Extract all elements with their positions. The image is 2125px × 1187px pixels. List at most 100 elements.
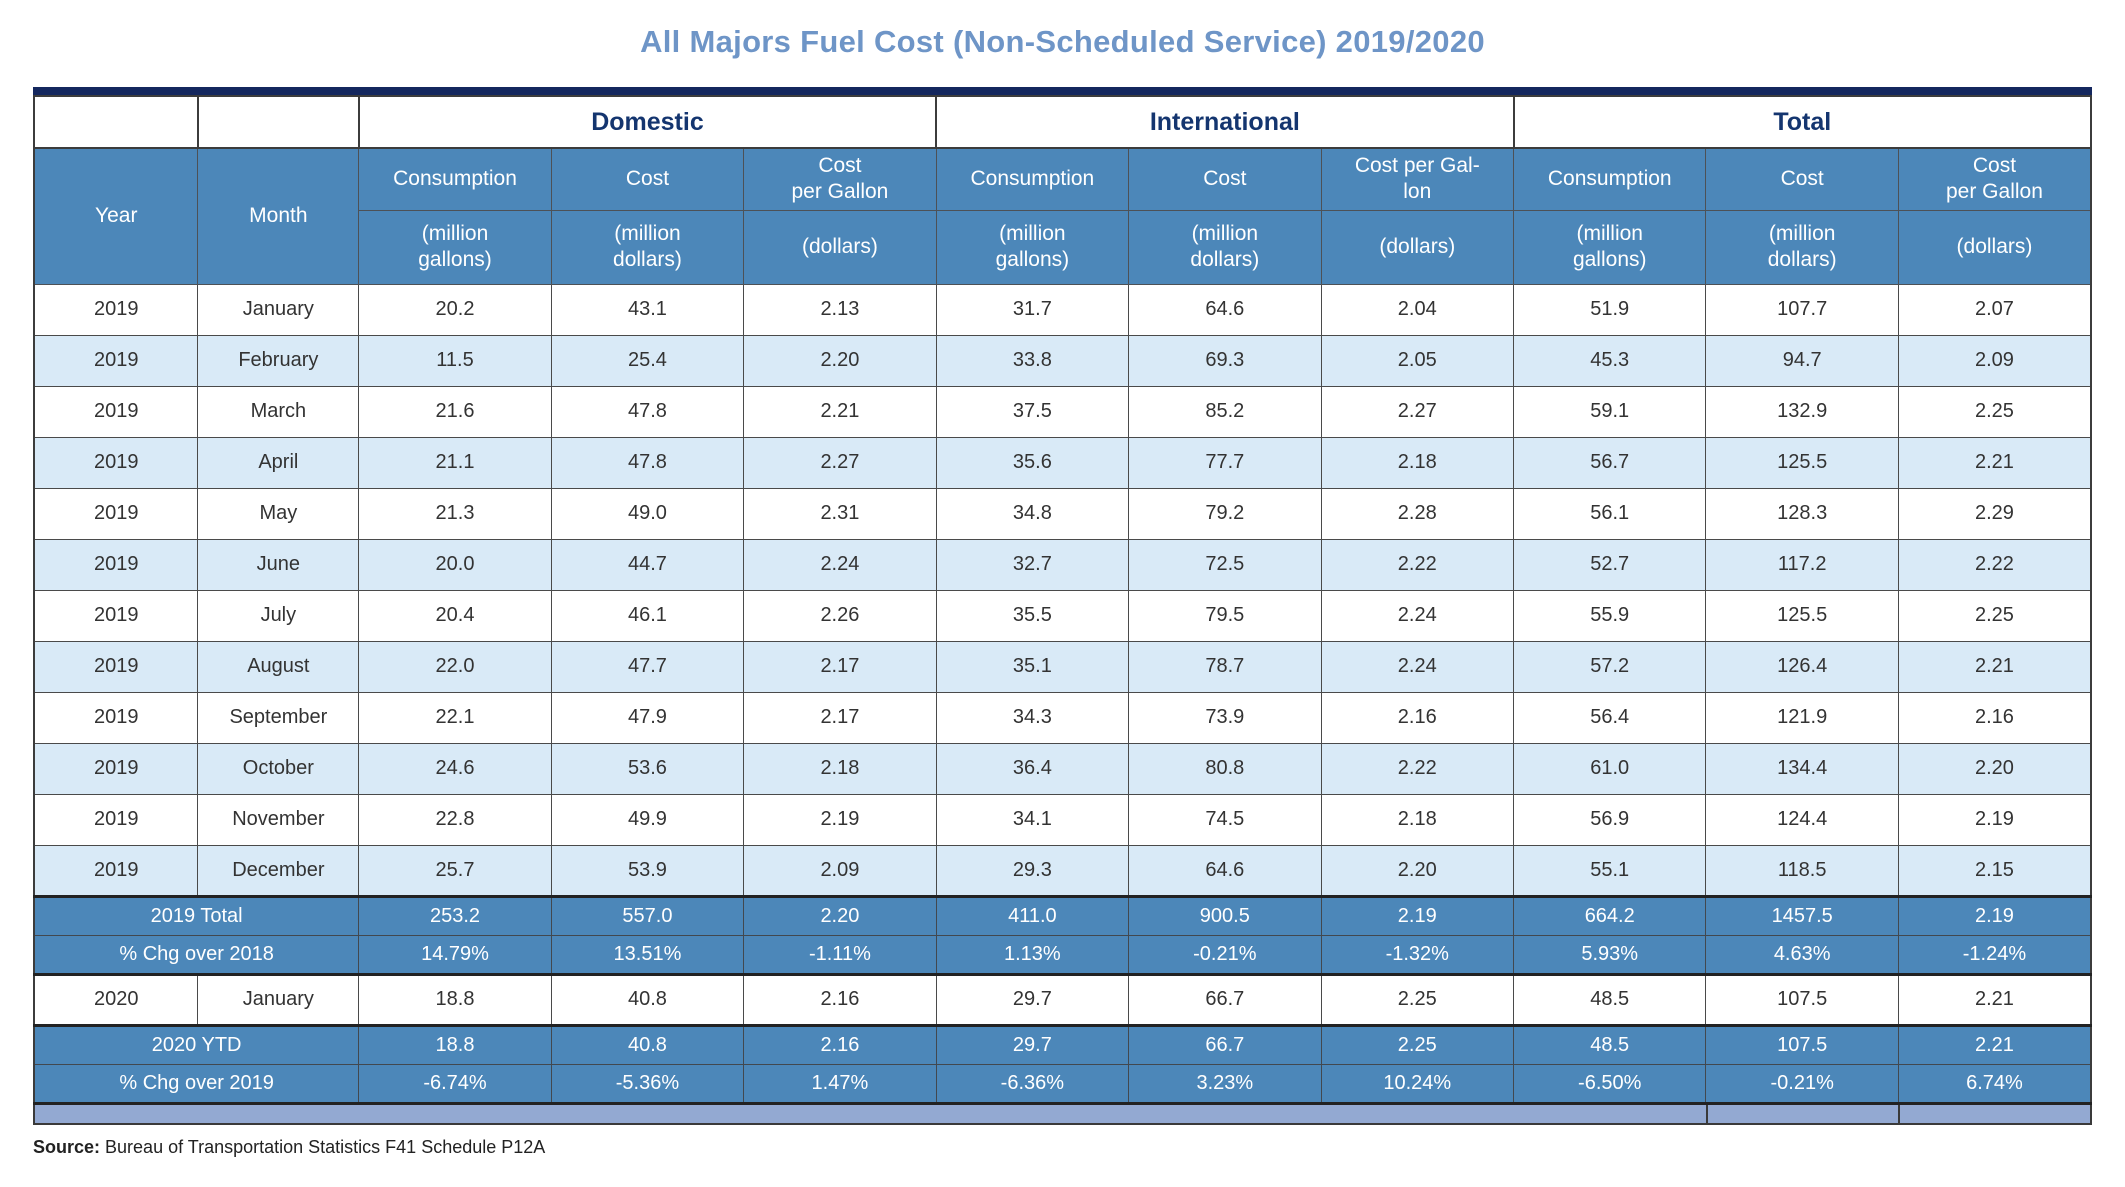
year-cell: 2019 [33,334,199,387]
footer-bar-separator [1705,1104,1708,1123]
month-cell: January [197,973,360,1026]
value-cell: 33.8 [935,334,1130,387]
value-cell: 128.3 [1705,487,1899,540]
value-cell: 21.3 [358,487,552,540]
value-cell: 51.9 [1512,283,1707,336]
value-cell: 2.21 [743,385,937,438]
fuel-cost-table: Domestic International Total Year Month … [33,95,2092,1105]
footer-bar [33,1104,2092,1125]
table-row: 2019 November 22.8 49.9 2.19 34.1 74.5 2.18 56.9… [33,793,2092,846]
top-rule [33,87,2092,95]
value-cell: 66.7 [1128,1023,1322,1065]
year-cell: 2020 [33,973,199,1026]
value-cell: 253.2 [358,894,552,936]
value-cell: 72.5 [1128,538,1322,591]
year-cell: 2019 [33,589,199,642]
column-header-row: Year Month Consumption Cost Cost per Gal… [33,147,2092,285]
value-cell: 36.4 [935,742,1130,795]
value-cell: 2.19 [1897,894,2092,936]
value-cell: 56.7 [1512,436,1707,489]
summary-label-cell: % Chg over 2019 [33,1063,360,1105]
value-cell: 43.1 [550,283,745,336]
group-header-domestic: Domestic [357,96,938,149]
group-header-spacer-year [33,96,199,149]
value-cell: -6.36% [935,1063,1130,1105]
value-cell: 47.7 [550,640,745,693]
year-cell: 2019 [33,487,199,540]
value-cell: -5.36% [550,1063,745,1105]
value-cell: 40.8 [550,1023,745,1065]
value-cell: 34.1 [935,793,1130,846]
group-header-spacer-month [196,96,360,149]
col-unit: (million dollars) [1705,209,1899,285]
value-cell: 21.6 [358,385,552,438]
value-cell: 2.16 [1320,691,1515,744]
group-header-row: Domestic International Total [33,96,2092,149]
value-cell: 1.13% [935,934,1130,976]
col-unit: (million dollars) [550,209,745,285]
value-cell: -6.50% [1512,1063,1707,1105]
month-cell: October [197,742,360,795]
summary-row: 2020 YTD 18.8 40.8 2.16 29.7 66.7 2.25 48.5 107.… [33,1023,2092,1065]
value-cell: 2.27 [743,436,937,489]
month-cell: March [197,385,360,438]
month-cell: August [197,640,360,693]
value-cell: 55.1 [1512,844,1707,897]
value-cell: 48.5 [1512,973,1707,1026]
value-cell: 11.5 [358,334,552,387]
value-cell: 13.51% [550,934,745,976]
value-cell: 64.6 [1128,844,1322,897]
year-cell: 2019 [33,385,199,438]
month-cell: June [197,538,360,591]
value-cell: 2.28 [1320,487,1515,540]
col-header: Consumption [1512,147,1707,211]
summary-label-cell: 2020 YTD [33,1023,360,1065]
value-cell: 2.19 [743,793,937,846]
value-cell: 69.3 [1128,334,1322,387]
year-cell: 2019 [33,283,199,336]
value-cell: 59.1 [1512,385,1707,438]
value-cell: 2.22 [1897,538,2092,591]
value-cell: 664.2 [1512,894,1707,936]
value-cell: 2.20 [743,894,937,936]
value-cell: 22.0 [358,640,552,693]
fuel-cost-table-wrap: Domestic International Total Year Month … [33,87,2092,1125]
value-cell: 2.24 [743,538,937,591]
value-cell: 2.20 [1320,844,1515,897]
value-cell: 2.25 [1320,973,1515,1026]
value-cell: 557.0 [550,894,745,936]
value-cell: 107.7 [1705,283,1899,336]
table-row: 2019 December 25.7 53.9 2.09 29.3 64.6 2.20 55.1… [33,844,2092,897]
unit-header-row: (million gallons) (million dollars) (dol… [34,209,2092,285]
month-cell: May [197,487,360,540]
value-cell: 117.2 [1705,538,1899,591]
value-cell: 18.8 [358,973,552,1026]
summary-label-cell: 2019 Total [33,894,360,936]
value-cell: 4.63% [1705,934,1899,976]
value-cell: 25.7 [358,844,552,897]
value-cell: 2.16 [743,1023,937,1065]
table-row: 2019 July 20.4 46.1 2.26 35.5 79.5 2.24 55.9 125.… [33,589,2092,642]
value-cell: 24.6 [358,742,552,795]
value-cell: 35.1 [935,640,1130,693]
value-cell: 2.09 [1897,334,2092,387]
footer-bar-separator [1897,1104,1900,1123]
value-cell: 29.3 [935,844,1130,897]
table-row: 2019 June 20.0 44.7 2.24 32.7 72.5 2.22 52.7 117.… [33,538,2092,591]
value-cell: 29.7 [935,1023,1130,1065]
value-cell: 107.5 [1705,973,1899,1026]
value-cell: -0.21% [1705,1063,1899,1105]
group-header-international: International [935,96,1515,149]
value-cell: 2.24 [1320,589,1515,642]
col-unit: (million gallons) [935,209,1130,285]
col-header: Cost [1705,147,1899,211]
value-cell: 77.7 [1128,436,1322,489]
year-cell: 2019 [33,844,199,897]
value-cell: 35.5 [935,589,1130,642]
month-cell: February [197,334,360,387]
col-header: Cost [550,147,745,211]
month-cell: July [197,589,360,642]
value-cell: 2.04 [1320,283,1515,336]
summary-row: % Chg over 2018 14.79% 13.51% -1.11% 1.13% -0… [33,934,2092,976]
